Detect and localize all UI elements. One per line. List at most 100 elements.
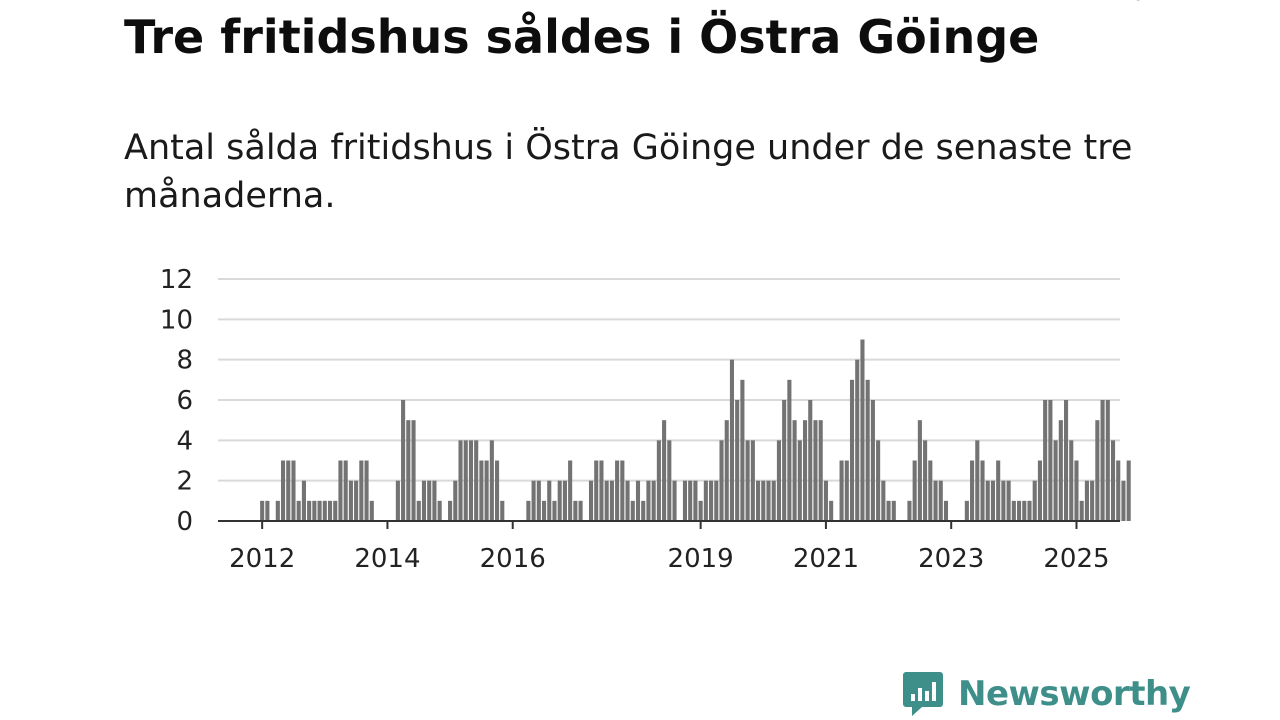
bar <box>322 500 327 521</box>
bar <box>630 500 635 521</box>
bar <box>823 480 828 521</box>
bars <box>260 339 1131 521</box>
bar <box>745 440 750 521</box>
bar <box>1048 400 1053 521</box>
bar <box>990 480 996 521</box>
bar <box>599 460 604 521</box>
bar <box>317 500 322 521</box>
newsworthy-logo-text: Newsworthy <box>958 674 1191 714</box>
bar <box>1027 500 1032 521</box>
bar <box>1084 480 1089 521</box>
x-tick-label-2012: 2012 <box>229 544 295 574</box>
bar <box>500 500 505 521</box>
bar <box>849 379 855 521</box>
bar <box>1022 500 1027 521</box>
gridlines <box>218 278 1120 482</box>
bar <box>573 500 578 521</box>
bar <box>912 460 917 521</box>
bar <box>568 460 573 521</box>
bar <box>870 400 875 521</box>
bar <box>301 480 306 521</box>
bar <box>479 460 484 521</box>
x-tick-label-2019: 2019 <box>668 544 734 574</box>
bar <box>453 480 458 521</box>
bar <box>578 500 583 521</box>
newsworthy-logo-icon <box>903 672 943 716</box>
bar <box>1037 460 1042 521</box>
bar <box>416 500 421 521</box>
x-axis-ticks: 2012 2014 2016 2019 2021 2023 2025 <box>229 521 1110 574</box>
highlight-value-label: 3 <box>1132 0 1146 6</box>
bar <box>495 460 500 521</box>
bar <box>719 440 724 521</box>
bar <box>766 480 771 521</box>
bar <box>975 440 980 521</box>
bar <box>776 440 781 521</box>
bar <box>1090 480 1095 521</box>
bar <box>1006 480 1011 521</box>
bar <box>437 500 442 521</box>
bar <box>594 460 599 521</box>
bar <box>484 460 489 521</box>
bar <box>1074 460 1079 521</box>
bar <box>296 500 301 521</box>
chart-title: Tre fritidshus såldes i Östra Göinge <box>124 10 1040 64</box>
y-axis-ticks: 0 2 4 6 8 10 12 <box>160 265 193 537</box>
bar <box>750 440 755 521</box>
bar <box>876 440 881 521</box>
bar <box>802 420 808 521</box>
bar <box>855 359 860 521</box>
chart-subtitle: Antal sålda fritidshus i Östra Göinge un… <box>124 128 1133 216</box>
bar <box>468 440 474 521</box>
bar <box>891 500 896 521</box>
bar <box>709 480 714 521</box>
bar <box>693 480 698 521</box>
bar <box>463 440 468 521</box>
bar <box>808 400 813 521</box>
y-tick-label-4: 4 <box>176 426 193 456</box>
bar <box>343 460 348 521</box>
bar <box>1058 420 1063 521</box>
bar <box>395 480 400 521</box>
bar <box>1069 440 1074 521</box>
bar <box>923 440 928 521</box>
bar <box>1105 400 1110 521</box>
bar <box>557 480 562 521</box>
bar <box>280 460 286 521</box>
bar <box>792 420 797 521</box>
bar <box>886 500 891 521</box>
bar <box>964 500 969 521</box>
bar <box>1011 500 1016 521</box>
x-tick-label-2021: 2021 <box>793 544 859 574</box>
bar <box>615 460 620 521</box>
bar <box>406 420 411 521</box>
bar <box>714 480 719 521</box>
bar <box>531 480 536 521</box>
bar <box>928 460 933 521</box>
bar <box>646 480 651 521</box>
bar <box>427 480 432 521</box>
bar <box>651 480 656 521</box>
bar <box>401 400 406 521</box>
bar <box>260 500 265 521</box>
bar <box>552 500 557 521</box>
y-tick-label-12: 12 <box>160 265 193 295</box>
bar <box>729 359 735 521</box>
newsworthy-logo: Newsworthy <box>902 670 1191 718</box>
bar <box>761 480 766 521</box>
bar <box>813 420 818 521</box>
bar <box>307 500 312 521</box>
bar <box>688 480 693 521</box>
data-labels: 3 <box>1132 0 1146 6</box>
bar <box>1063 400 1069 521</box>
bar <box>489 440 494 521</box>
bar <box>265 500 270 521</box>
bar <box>562 480 567 521</box>
bar <box>536 480 541 521</box>
bar <box>1110 440 1116 521</box>
bar <box>526 500 531 521</box>
bar <box>291 460 296 521</box>
bar <box>635 480 641 521</box>
bar <box>327 500 333 521</box>
